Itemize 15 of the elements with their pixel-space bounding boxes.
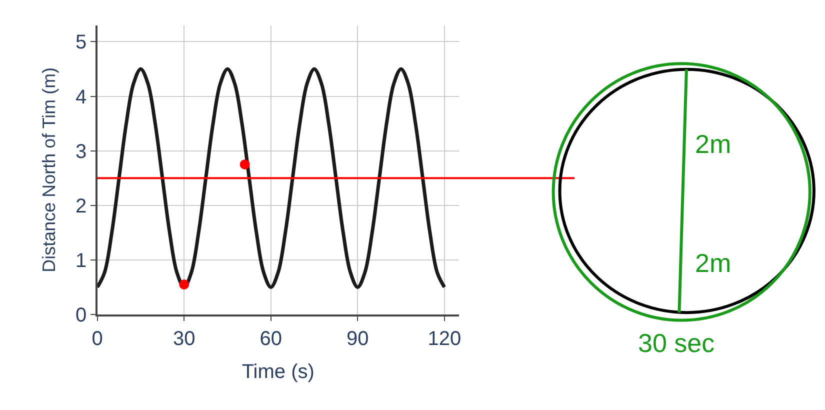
y-axis-title: Distance North of Tim (m) (39, 67, 60, 272)
y-tick-label: 1 (75, 250, 87, 272)
x-tick-label: 60 (260, 328, 282, 350)
x-tick-label: 0 (92, 328, 103, 350)
y-tick-label: 2 (75, 195, 87, 218)
text: 30 sec (638, 328, 715, 358)
x-axis-title: Time (s) (242, 361, 314, 384)
y-tick-label: 4 (75, 86, 87, 108)
y-tick-label: 0 (75, 304, 87, 326)
x-tick-label: 90 (346, 328, 369, 350)
x-tick-label: 30 (172, 328, 196, 350)
line-series (97, 67, 446, 289)
x-tick-label: 120 (428, 328, 462, 350)
y-tick-label: 5 (75, 32, 87, 54)
y-tick-label: 3 (75, 140, 87, 163)
